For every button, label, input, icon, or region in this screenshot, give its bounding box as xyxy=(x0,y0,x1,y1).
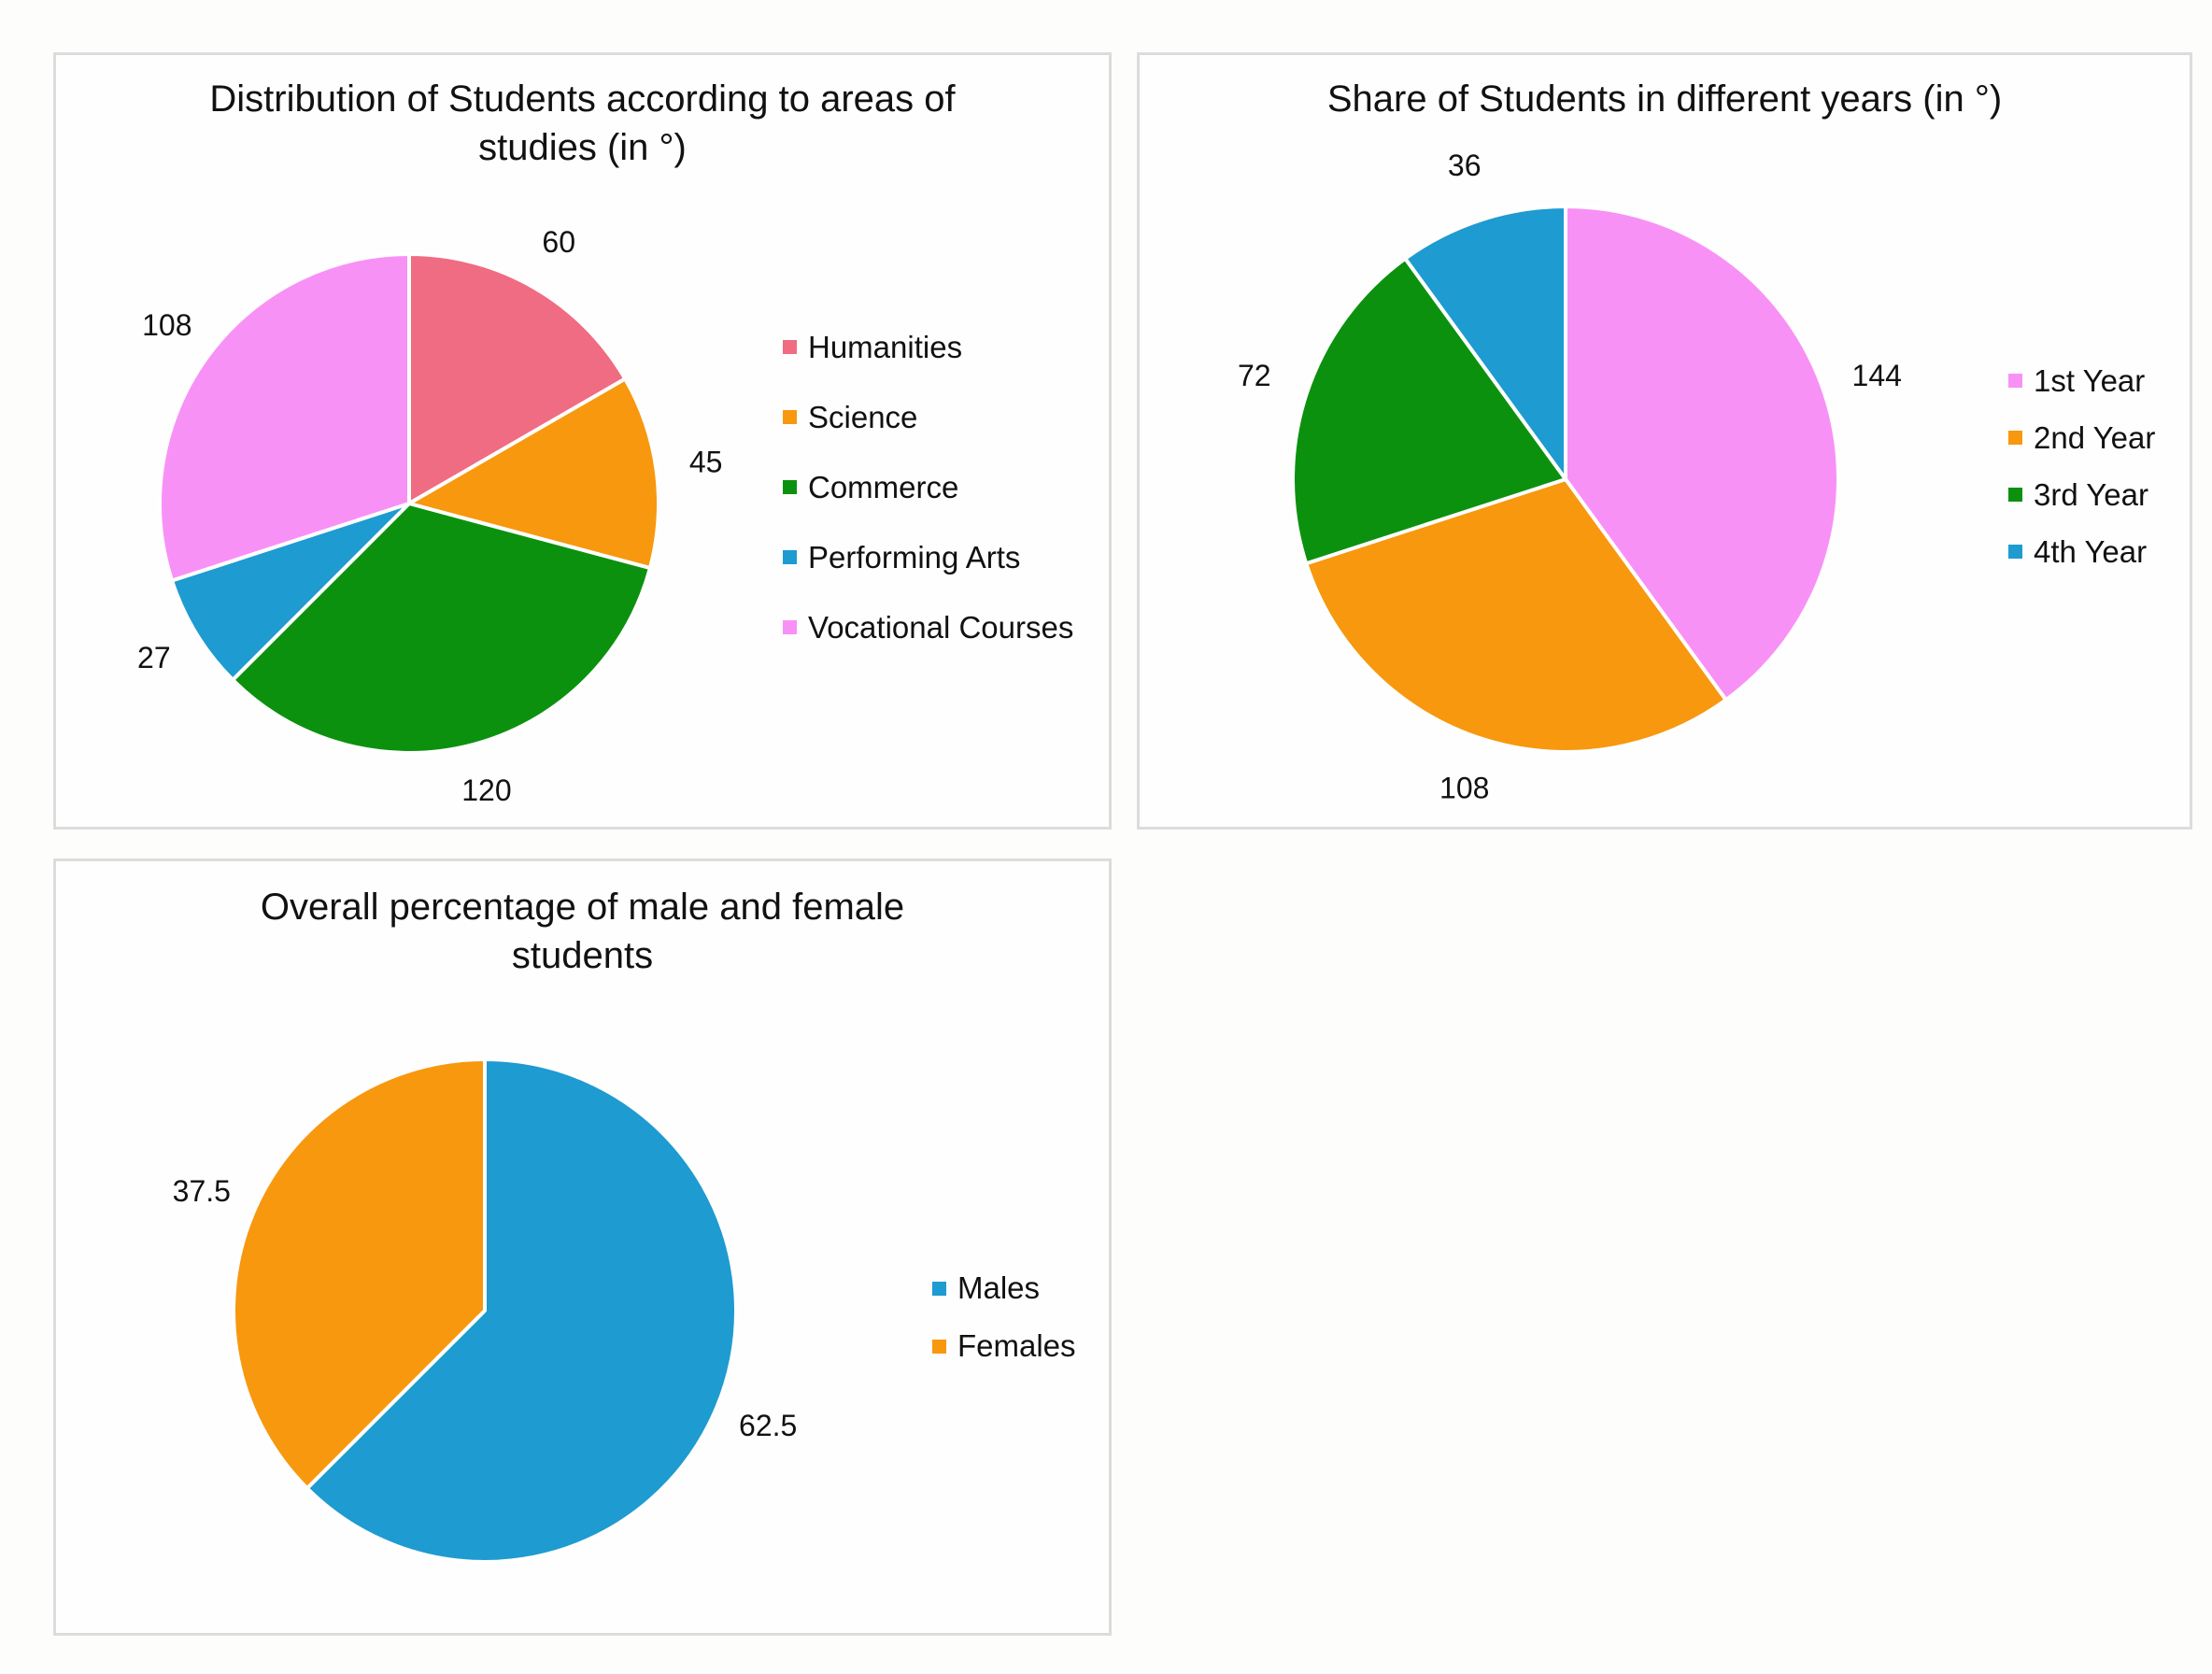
legend-swatch xyxy=(2008,488,2022,502)
data-label: 37.5 xyxy=(173,1174,231,1208)
legend-swatch xyxy=(783,480,797,494)
data-label: 60 xyxy=(542,225,575,259)
pie-slice-1st-year xyxy=(1564,205,1840,702)
legend-item: Humanities xyxy=(783,312,1073,382)
chart-title: Share of Students in different years (in… xyxy=(1137,75,2192,123)
legend-swatch xyxy=(2008,431,2022,445)
legend-swatch xyxy=(783,550,797,564)
data-label: 62.5 xyxy=(739,1409,797,1442)
data-label: 144 xyxy=(1852,359,1902,392)
legend-swatch xyxy=(783,410,797,424)
data-label: 108 xyxy=(142,308,191,342)
pie-chart: 60 45 120 27 108 xyxy=(137,225,722,807)
legend-label: 1st Year xyxy=(2034,362,2146,398)
legend-label: 4th Year xyxy=(2034,533,2148,569)
chart-title: Overall percentage of male and female stu… xyxy=(53,883,1112,980)
legend-item: 2nd Year xyxy=(2008,409,2155,466)
legend-item: Vocational Courses xyxy=(783,592,1073,662)
chart-title-line: Overall percentage of male and female xyxy=(260,887,905,928)
chart-legend: Males Females xyxy=(932,1259,1076,1375)
legend-item: Performing Arts xyxy=(783,522,1073,592)
legend-label: Humanities xyxy=(808,329,963,364)
legend-swatch xyxy=(932,1281,946,1296)
pie-slice-performing-arts xyxy=(170,502,411,682)
chart-legend: 1st Year 2nd Year 3rd Year 4th Year xyxy=(2008,352,2155,580)
data-label: 108 xyxy=(1439,772,1489,805)
data-label: 120 xyxy=(461,773,511,807)
pie-slice-2nd-year xyxy=(1304,477,1728,754)
legend-item: Males xyxy=(932,1259,1076,1317)
chart-title-line: studies (in °) xyxy=(478,127,687,168)
legend-item: 1st Year xyxy=(2008,352,2155,409)
pie-slice-science xyxy=(407,376,660,571)
data-label: 27 xyxy=(137,641,171,674)
pie-slice-vocational-courses xyxy=(158,252,411,583)
legend-swatch xyxy=(932,1339,946,1354)
legend-label: Commerce xyxy=(808,469,959,504)
legend-label: 3rd Year xyxy=(2034,476,2148,512)
legend-item: Science xyxy=(783,382,1073,452)
legend-item: 3rd Year xyxy=(2008,466,2155,523)
chart-title-line: Distribution of Students according to ar… xyxy=(209,78,956,120)
data-label: 36 xyxy=(1448,149,1482,182)
pie-slice-humanities xyxy=(407,252,628,505)
legend-label: Performing Arts xyxy=(808,539,1021,575)
pie-slice-4th-year xyxy=(1403,205,1567,481)
legend-label: 2nd Year xyxy=(2034,419,2156,455)
pie-slice-females xyxy=(232,1057,487,1491)
legend-label: Science xyxy=(808,399,918,434)
pie-chart: 62.5 37.5 xyxy=(173,1057,797,1564)
legend-swatch xyxy=(2008,374,2022,388)
legend-item: 4th Year xyxy=(2008,523,2155,580)
legend-item: Females xyxy=(932,1317,1076,1375)
pie-slice-males xyxy=(305,1057,738,1564)
legend-swatch xyxy=(2008,545,2022,559)
legend-label: Vocational Courses xyxy=(808,609,1074,645)
data-label: 45 xyxy=(689,446,723,479)
pie-chart: 144 108 72 36 xyxy=(1238,149,1902,805)
legend-item: Commerce xyxy=(783,452,1073,522)
chart-legend: Humanities Science Commerce Performing Arts… xyxy=(783,312,1073,662)
legend-swatch xyxy=(783,340,797,354)
chart-title: Distribution of Students according to ar… xyxy=(53,75,1112,172)
chart-title-line: students xyxy=(511,935,654,976)
pie-slice-commerce xyxy=(231,502,652,755)
pie-slice-3rd-year xyxy=(1291,256,1567,566)
data-label: 72 xyxy=(1238,359,1271,392)
legend-swatch xyxy=(783,620,797,634)
legend-label: Females xyxy=(957,1328,1076,1363)
legend-label: Males xyxy=(957,1270,1041,1305)
chart-title-line: Share of Students in different years (in… xyxy=(1326,78,2003,120)
